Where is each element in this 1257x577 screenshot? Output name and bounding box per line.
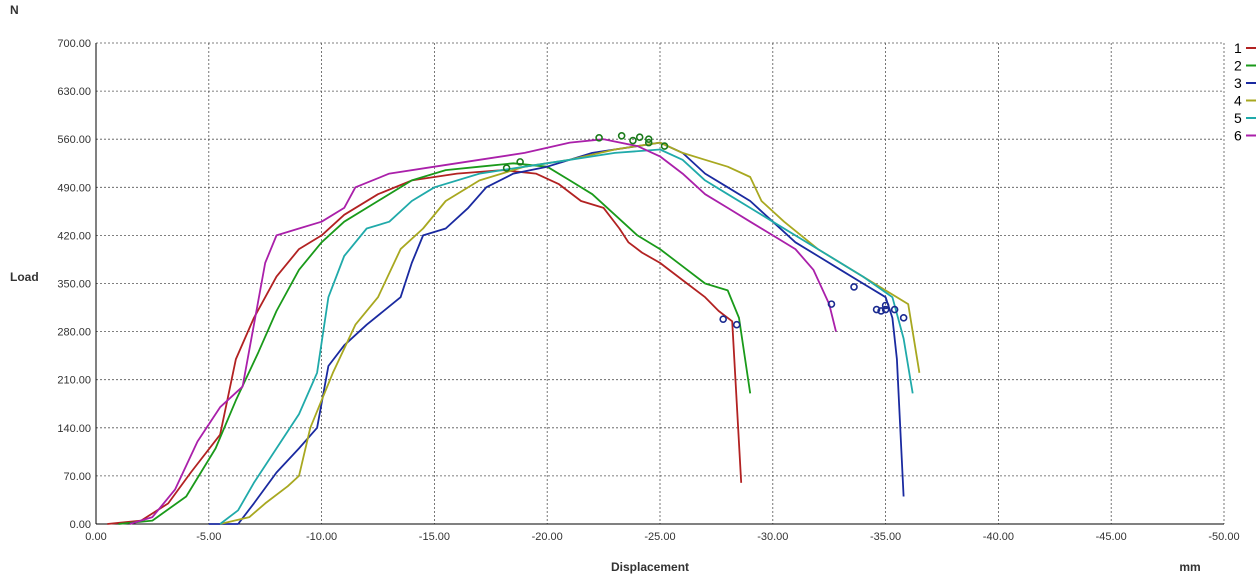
y-axis-title: Load bbox=[10, 270, 39, 284]
blue-circle-marker bbox=[881, 301, 890, 310]
y-tick-label: 630.00 bbox=[57, 86, 91, 98]
x-tick-label: -50.00 bbox=[1208, 531, 1239, 543]
series-1-line bbox=[107, 169, 743, 525]
x-tick-label: -40.00 bbox=[983, 531, 1014, 543]
y-tick-label: 70.00 bbox=[63, 471, 91, 483]
y-tick-label: 210.00 bbox=[57, 375, 91, 387]
y-tick-label: 700.00 bbox=[57, 38, 91, 50]
green-circle-marker bbox=[644, 135, 653, 143]
y-tick-label: 0.00 bbox=[70, 519, 91, 531]
grid-lines bbox=[96, 42, 1225, 524]
legend: 1 23 45 6 bbox=[1234, 40, 1256, 144]
blue-circle-marker bbox=[877, 307, 885, 315]
y-tick-label: 140.00 bbox=[57, 423, 91, 435]
blue-circle-marker bbox=[890, 305, 899, 314]
series-3-line bbox=[208, 141, 905, 525]
blue-circle-marker bbox=[827, 300, 836, 308]
green-circle-marker bbox=[629, 136, 637, 145]
x-tick-label: -25.00 bbox=[644, 531, 675, 543]
x-tick-label: -30.00 bbox=[757, 531, 788, 543]
legend-label-2: 2 bbox=[1234, 58, 1242, 74]
legend-label-6: 6 bbox=[1234, 128, 1242, 144]
y-tick-label: 350.00 bbox=[57, 279, 91, 291]
legend-label-5: 5 bbox=[1234, 110, 1242, 126]
x-tick-label: -15.00 bbox=[419, 531, 450, 543]
y-unit-label: N bbox=[10, 3, 19, 17]
green-circle-marker bbox=[635, 133, 644, 141]
legend-label-3: 3 bbox=[1234, 75, 1242, 91]
blue-circle-marker bbox=[850, 283, 858, 291]
x-tick-label: -5.00 bbox=[196, 531, 221, 543]
blue-circle-marker bbox=[881, 305, 890, 314]
green-circle-marker bbox=[644, 138, 653, 147]
y-tick-label: 560.00 bbox=[57, 134, 91, 146]
green-circle-marker bbox=[502, 164, 511, 172]
blue-circle-marker bbox=[732, 320, 741, 329]
series-4-line bbox=[219, 141, 921, 525]
legend-label-1: 1 bbox=[1234, 40, 1242, 56]
data-markers bbox=[502, 131, 908, 329]
blue-circle-marker bbox=[719, 315, 727, 324]
series-lines bbox=[107, 138, 921, 525]
y-tick-label: 420.00 bbox=[57, 230, 91, 242]
green-circle-marker bbox=[617, 131, 626, 140]
axes: 0.00 -5.00 -10.00 -15.00 -20.00 -25.00 -30.00 -… bbox=[57, 38, 1239, 543]
series-2-line bbox=[118, 162, 752, 525]
x-tick-label: -35.00 bbox=[870, 531, 901, 543]
x-tick-label: -10.00 bbox=[306, 531, 337, 543]
x-tick-label: -20.00 bbox=[532, 531, 563, 543]
green-circle-marker bbox=[595, 134, 603, 142]
series-5-line bbox=[219, 148, 914, 525]
x-tick-label: 0.00 bbox=[85, 531, 106, 543]
blue-circle-marker bbox=[899, 314, 908, 322]
y-tick-label: 490.00 bbox=[57, 182, 91, 194]
y-tick-label: 280.00 bbox=[57, 327, 91, 339]
series-6-line bbox=[129, 138, 837, 525]
green-circle-marker bbox=[516, 158, 524, 166]
x-axis-title: Displacement bbox=[611, 560, 689, 574]
x-unit-label: mm bbox=[1179, 560, 1200, 574]
blue-circle-marker bbox=[872, 305, 881, 314]
green-circle-marker bbox=[660, 142, 669, 150]
legend-label-4: 4 bbox=[1234, 93, 1242, 109]
x-tick-label: -45.00 bbox=[1096, 531, 1127, 543]
